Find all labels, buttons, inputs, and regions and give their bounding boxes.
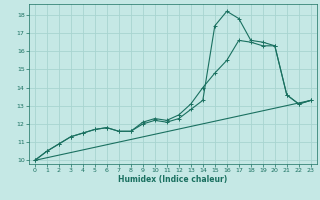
X-axis label: Humidex (Indice chaleur): Humidex (Indice chaleur) (118, 175, 228, 184)
